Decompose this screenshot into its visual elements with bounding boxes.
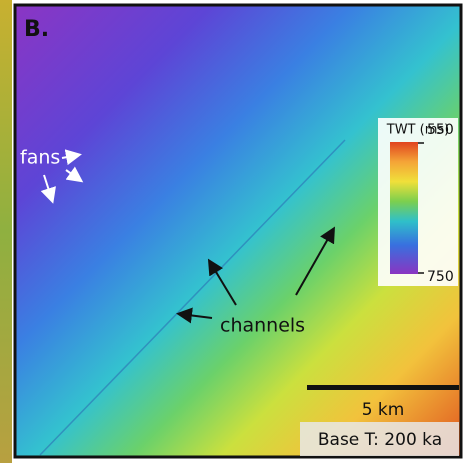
- scale-bar-label: 5 km: [362, 400, 405, 420]
- map-figure: B. fans channels TWT (ms) 550 750 5 km B…: [0, 0, 468, 463]
- channels-label: channels: [220, 315, 305, 337]
- caption: Base T: 200 ka: [318, 430, 442, 450]
- colorbar-top-label: 550: [427, 122, 454, 138]
- page: body { margin: 0; width: 468px; height: …: [0, 0, 468, 463]
- colorbar: [390, 142, 418, 274]
- fans-label: fans: [20, 147, 60, 169]
- colorbar-bottom-label: 750: [427, 269, 454, 285]
- adjacent-panel: [0, 0, 12, 463]
- panel-label: B.: [24, 17, 49, 42]
- scale-bar: [307, 385, 459, 390]
- body: {"panel_label": "B.", "annotations": {"f…: [0, 0, 468, 463]
